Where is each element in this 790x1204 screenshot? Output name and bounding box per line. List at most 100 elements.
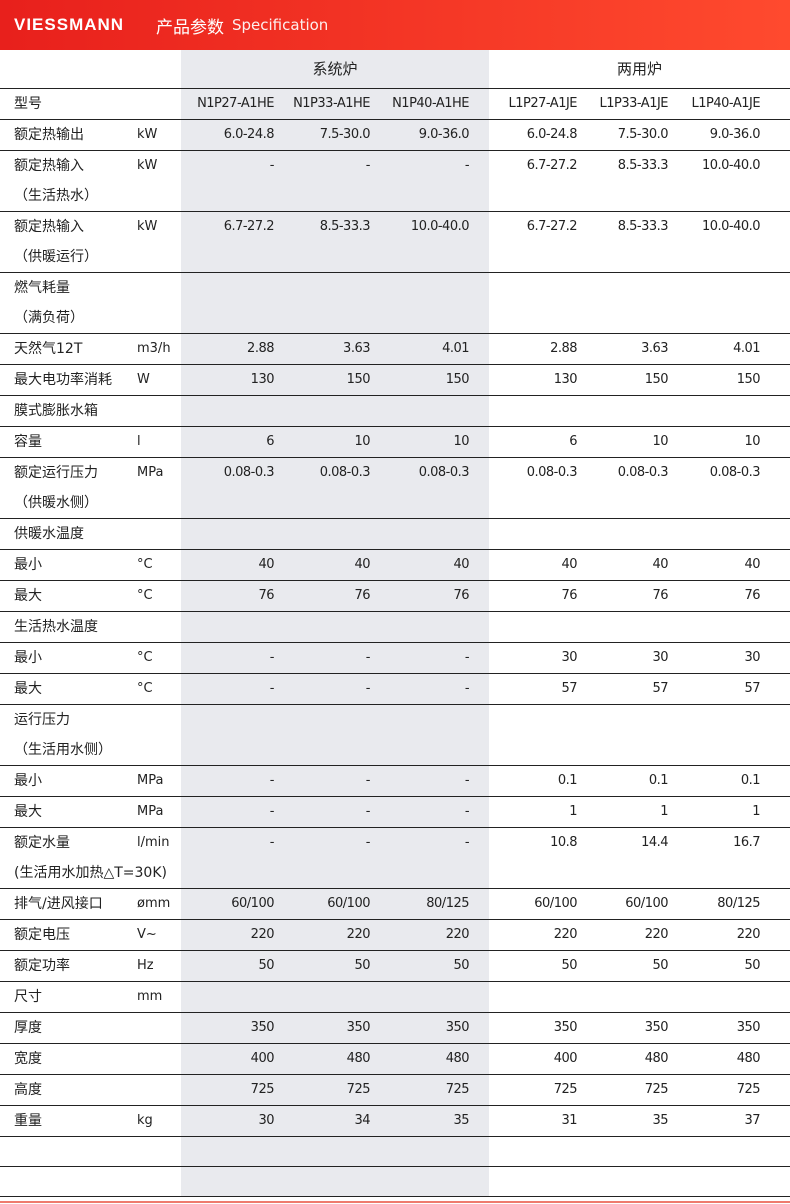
value-cell: - [380,796,490,828]
value-cell: 40 [181,549,284,581]
row-label-line: 供暖水温度 [14,526,84,542]
row-label: 膜式膨胀水箱 [0,395,137,427]
model-cell: L1P27-A1JE [489,88,588,120]
value-cell: 76 [181,580,284,612]
row-label-line: 重量 [14,1113,42,1129]
row-label-line: 最大电功率消耗 [14,372,112,388]
value-cell [284,981,380,1013]
table-row: 额定功率 Hz 50 50 50 50 50 50 [0,950,790,982]
row-label-line: 最小 [14,557,42,573]
unit-cell: kW [137,150,181,212]
value-cell: 50 [678,950,790,982]
row-label: 容量 [0,426,137,458]
table-row: 额定热输入 （供暖运行） kW 6.7-27.2 8.5-33.3 10.0-40.0 6.… [0,211,790,273]
value-cell [489,981,588,1013]
value-cell [587,704,679,766]
bottom-divider [0,1201,790,1203]
model-cell: L1P33-A1JE [587,88,679,120]
value-cell [489,395,588,427]
value-cell: 725 [587,1074,679,1106]
table-row: 最小 °C 40 40 40 40 40 40 [0,549,790,581]
table-row: 额定电压 V~ 220 220 220 220 220 220 [0,919,790,951]
value-cell [181,1166,284,1197]
unit-cell: kg [137,1105,181,1137]
value-cell: 10 [678,426,790,458]
table-row: 最大 °C 76 76 76 76 76 76 [0,580,790,612]
row-label-line: 额定热输出 [14,127,84,143]
value-cell: 8.5-33.3 [587,211,679,273]
row-label: 供暖水温度 [0,518,137,550]
value-cell [678,1166,790,1197]
row-label: 最小 [0,549,137,581]
table-row [0,1166,790,1197]
header-bar: VIESSMANN 产品参数 Specification [0,0,790,50]
row-label: 最大 [0,673,137,705]
value-cell: - [284,642,380,674]
row-label-line: 宽度 [14,1051,42,1067]
value-cell [489,272,588,334]
value-cell: 725 [284,1074,380,1106]
value-cell: 30 [489,642,588,674]
value-cell: 7.5-30.0 [284,119,380,151]
value-cell [678,981,790,1013]
table-row: 最小 °C - - -30 30 30 [0,642,790,674]
value-cell [380,704,490,766]
unit-cell: MPa [137,765,181,797]
row-label: 额定热输入 （供暖运行） [0,211,137,273]
row-label: 天然气12T [0,333,137,365]
value-cell: - [284,796,380,828]
table-row: 额定热输入 （生活热水） kW - - -6.7-27.2 8.5-33.3 10.0-40.… [0,150,790,212]
value-cell: - [181,827,284,889]
table-row: 燃气耗量 （满负荷） [0,272,790,334]
row-label: 额定功率 [0,950,137,982]
value-cell [489,1136,588,1167]
value-cell: 3.63 [284,333,380,365]
unit-cell: °C [137,642,181,674]
row-label: 型号 [0,88,137,120]
value-cell: 6.0-24.8 [489,119,588,151]
value-cell: 0.08-0.3 [284,457,380,519]
value-cell: 40 [489,549,588,581]
value-cell: 3.63 [587,333,679,365]
value-cell: 10 [587,426,679,458]
value-cell: 76 [284,580,380,612]
value-cell: 150 [380,364,490,396]
value-cell: - [181,673,284,705]
value-cell: 350 [181,1012,284,1044]
unit-cell [137,1136,181,1167]
value-cell [489,518,588,550]
value-cell: 0.08-0.3 [489,457,588,519]
value-cell [380,272,490,334]
value-cell [181,704,284,766]
unit-cell [137,1012,181,1044]
unit-cell: V~ [137,919,181,951]
unit-cell: °C [137,549,181,581]
value-cell [587,981,679,1013]
value-cell: 60/100 [489,888,588,920]
value-cell: 480 [587,1043,679,1075]
value-cell: 60/100 [284,888,380,920]
unit-cell: kW [137,119,181,151]
unit-cell: ømm [137,888,181,920]
value-cell: 725 [380,1074,490,1106]
value-cell: 350 [587,1012,679,1044]
row-label-line: 最小 [14,650,42,666]
value-cell: 9.0-36.0 [678,119,790,151]
value-cell [587,395,679,427]
table-row: 额定运行压力 （供暖水侧） MPa 0.08-0.3 0.08-0.3 0.08-0.3 0… [0,457,790,519]
value-cell: 220 [678,919,790,951]
unit-cell: Hz [137,950,181,982]
value-cell: 0.08-0.3 [181,457,284,519]
table-row: 供暖水温度 [0,518,790,550]
row-label-line: 天然气12T [14,341,83,357]
value-cell: - [380,642,490,674]
value-cell: 40 [587,549,679,581]
table-row: 运行压力 （生活用水侧） [0,704,790,766]
value-cell: 0.1 [587,765,679,797]
value-cell: 6.7-27.2 [489,211,588,273]
value-cell: 350 [284,1012,380,1044]
row-label: 尺寸 [0,981,137,1013]
spec-table: 系统炉 两用炉 型号 N1P27-A1HE N1P33-A1HE N1P40-A… [0,50,790,1197]
row-label-line: 最大 [14,681,42,697]
value-cell: 14.4 [587,827,679,889]
